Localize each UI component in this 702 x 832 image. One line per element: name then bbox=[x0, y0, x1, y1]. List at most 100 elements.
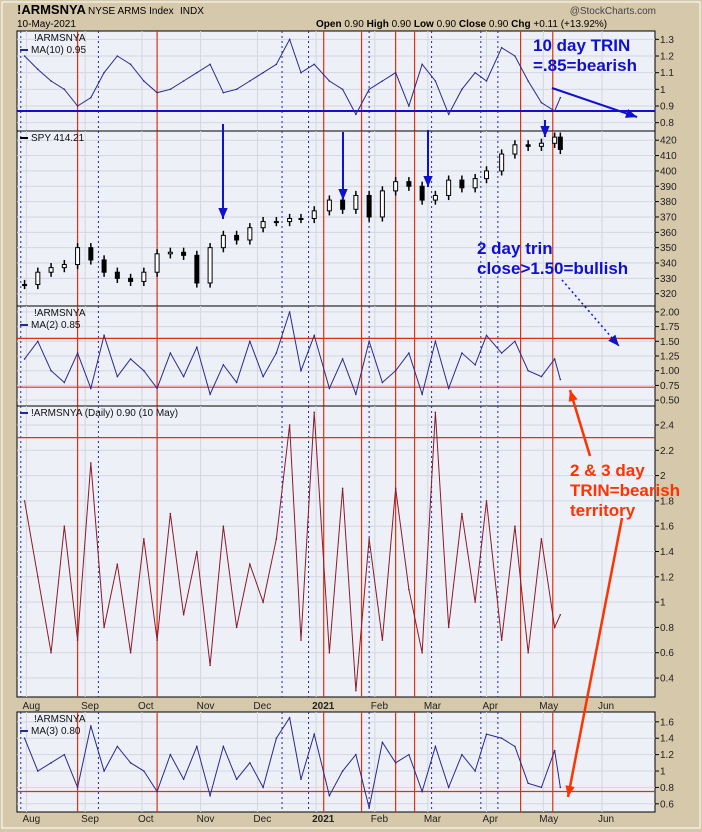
y-tick-label: 360 bbox=[660, 228, 677, 239]
panel-legend: SPY 414.21 bbox=[31, 133, 85, 144]
data-point bbox=[355, 689, 357, 692]
x-tick-label: Sep bbox=[81, 814, 99, 825]
data-point bbox=[23, 358, 26, 360]
data-point bbox=[553, 626, 556, 629]
panel-legend: MA(10) 0.95 bbox=[31, 45, 86, 56]
data-point bbox=[90, 462, 92, 464]
y-tick-label: 400 bbox=[660, 166, 677, 177]
data-point bbox=[63, 381, 66, 384]
y-tick-label: 1.8 bbox=[660, 496, 674, 507]
data-point bbox=[156, 387, 158, 390]
x-tick-label: Dec bbox=[253, 701, 271, 712]
arrow-shaft bbox=[568, 389, 592, 457]
candle bbox=[220, 234, 226, 249]
data-point bbox=[381, 639, 384, 641]
chg-label: Chg bbox=[511, 19, 530, 30]
data-point bbox=[313, 411, 316, 414]
candle bbox=[406, 181, 412, 187]
data-point bbox=[37, 68, 39, 71]
data-point bbox=[116, 745, 119, 748]
data-point bbox=[288, 38, 291, 41]
candle bbox=[114, 271, 120, 279]
data-point bbox=[408, 588, 410, 591]
arrow-head-icon bbox=[218, 207, 228, 219]
y-tick-label: 2.4 bbox=[660, 420, 674, 431]
data-point bbox=[116, 563, 119, 565]
candle bbox=[340, 199, 346, 210]
data-point bbox=[421, 393, 423, 396]
arrow-head-icon bbox=[565, 785, 575, 797]
panel-title: !ARMSNYA bbox=[34, 308, 86, 319]
y-tick-label: 1.00 bbox=[660, 366, 680, 377]
data-point bbox=[328, 794, 331, 797]
data-point bbox=[408, 105, 410, 107]
candle bbox=[141, 271, 147, 282]
data-point bbox=[421, 63, 423, 66]
y-tick-label: 0.4 bbox=[660, 674, 674, 685]
candle bbox=[22, 284, 28, 287]
data-point bbox=[103, 626, 105, 629]
y-tick-label: 380 bbox=[660, 197, 677, 208]
data-point bbox=[209, 63, 211, 66]
data-point bbox=[156, 91, 158, 94]
data-point bbox=[381, 381, 384, 384]
y-tick-label: 0.8 bbox=[660, 623, 674, 634]
data-point bbox=[313, 733, 316, 735]
y-tick-label: 2.00 bbox=[660, 307, 680, 318]
data-point bbox=[421, 651, 423, 654]
data-point bbox=[196, 71, 198, 74]
data-point bbox=[143, 770, 145, 772]
candle bbox=[207, 247, 213, 284]
data-point bbox=[90, 96, 92, 99]
data-point bbox=[169, 88, 172, 91]
data-point bbox=[485, 334, 488, 337]
candle bbox=[75, 247, 81, 266]
data-point bbox=[421, 790, 423, 793]
data-point bbox=[262, 786, 264, 789]
candle bbox=[181, 251, 187, 256]
data-point bbox=[474, 601, 476, 603]
high-label: High bbox=[367, 19, 389, 30]
series-line-ma10 bbox=[24, 38, 561, 116]
data-point bbox=[275, 538, 278, 540]
candle bbox=[61, 264, 67, 269]
data-point bbox=[209, 393, 211, 396]
data-point bbox=[461, 88, 463, 91]
y-tick-label: 1.2 bbox=[660, 750, 674, 761]
data-point bbox=[461, 753, 463, 756]
data-point bbox=[143, 369, 145, 372]
data-point bbox=[222, 745, 225, 748]
data-point bbox=[182, 613, 185, 616]
candle bbox=[311, 210, 317, 219]
panel-ma10 bbox=[16, 30, 656, 132]
data-point bbox=[169, 512, 172, 515]
data-point bbox=[37, 770, 39, 772]
y-tick-label: 330 bbox=[660, 274, 677, 285]
data-point bbox=[341, 770, 344, 772]
data-point bbox=[559, 613, 562, 616]
data-point bbox=[235, 778, 238, 781]
data-point bbox=[196, 550, 198, 553]
candle bbox=[432, 194, 438, 201]
data-point bbox=[527, 782, 529, 785]
candle bbox=[154, 253, 160, 273]
data-point bbox=[103, 71, 105, 74]
data-point bbox=[143, 80, 145, 82]
data-point bbox=[500, 352, 503, 354]
panel-legend: MA(2) 0.85 bbox=[31, 320, 81, 331]
y-tick-label: 420 bbox=[660, 136, 677, 147]
y-tick-label: 370 bbox=[660, 212, 677, 223]
chg-value: +0.11 (+13.92%) bbox=[533, 19, 607, 30]
y-tick-label: 0.9 bbox=[660, 102, 674, 113]
candle bbox=[326, 199, 332, 212]
data-point bbox=[514, 340, 516, 343]
y-tick-label: 1.2 bbox=[660, 572, 674, 583]
y-tick-label: 320 bbox=[660, 289, 677, 300]
data-point bbox=[540, 538, 543, 540]
data-point bbox=[485, 80, 488, 82]
panel-title: !ARMSNYA bbox=[34, 714, 86, 725]
data-point bbox=[527, 651, 529, 654]
data-point bbox=[143, 538, 145, 540]
annotation-23day-1: 2 & 3 day bbox=[570, 461, 645, 480]
